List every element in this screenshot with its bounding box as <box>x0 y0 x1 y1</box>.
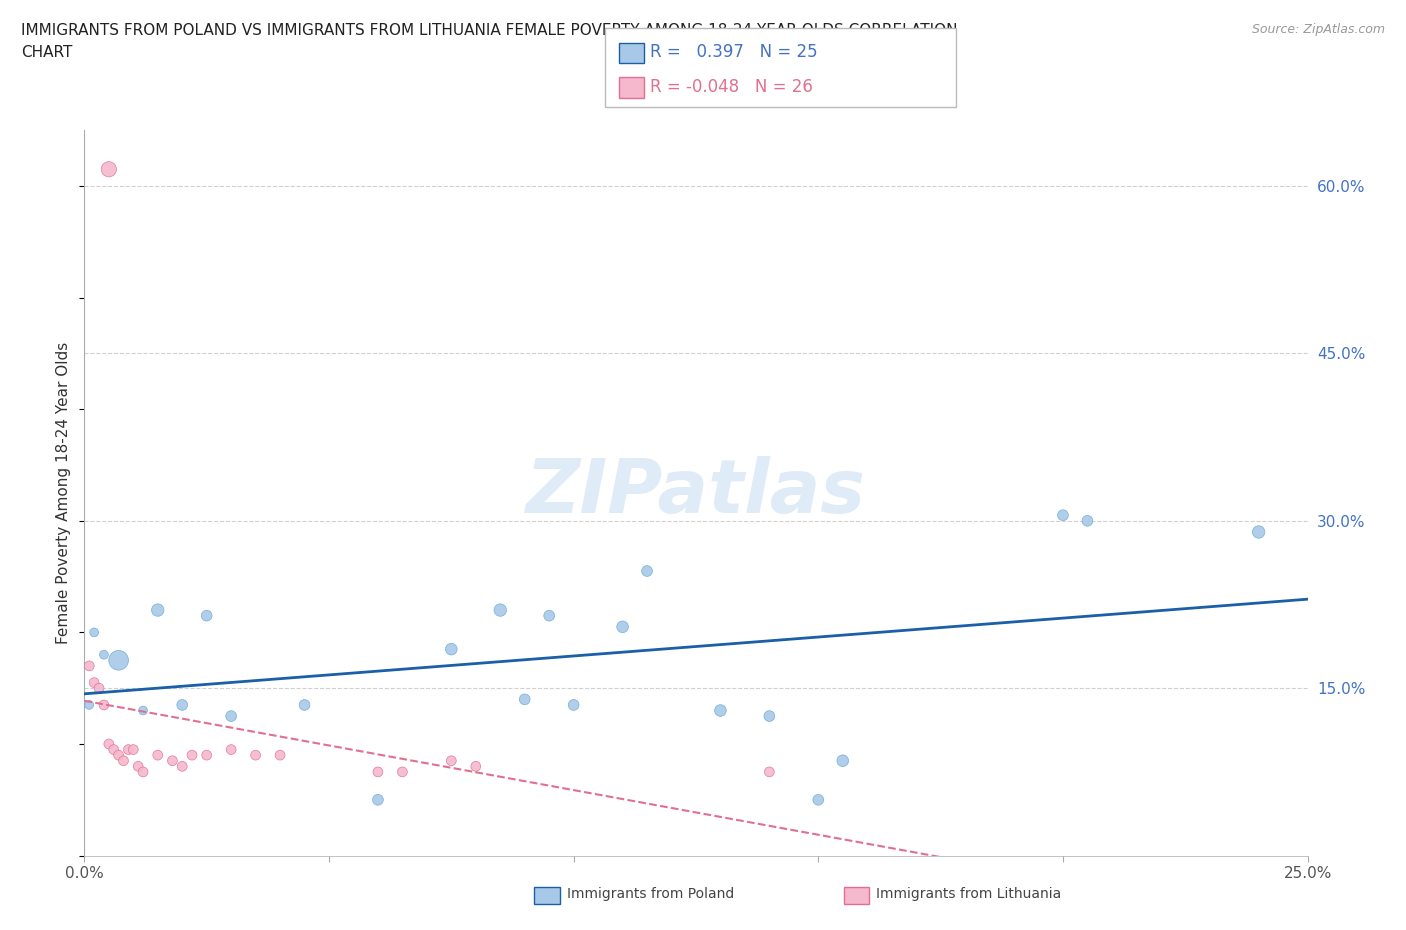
Point <box>294 698 316 712</box>
Point <box>112 753 135 768</box>
Point <box>146 748 169 763</box>
Point <box>391 764 413 779</box>
Point <box>709 703 731 718</box>
Point <box>77 698 100 712</box>
Point <box>440 753 463 768</box>
Point <box>367 764 389 779</box>
Point <box>758 764 780 779</box>
Text: Source: ZipAtlas.com: Source: ZipAtlas.com <box>1251 23 1385 36</box>
Point <box>636 564 658 578</box>
Point <box>1076 513 1098 528</box>
Point <box>538 608 561 623</box>
Point <box>807 792 830 807</box>
Point <box>1052 508 1074 523</box>
Point <box>103 742 125 757</box>
Text: Immigrants from Poland: Immigrants from Poland <box>567 887 734 901</box>
Point <box>219 742 242 757</box>
Point <box>195 748 218 763</box>
Point <box>562 698 585 712</box>
Point <box>195 608 218 623</box>
Point <box>831 753 853 768</box>
Point <box>87 681 110 696</box>
Point <box>83 675 105 690</box>
Point <box>489 603 512 618</box>
Text: R =   0.397   N = 25: R = 0.397 N = 25 <box>650 43 817 60</box>
Point <box>758 709 780 724</box>
Point <box>127 759 149 774</box>
Point <box>162 753 184 768</box>
Point <box>77 658 100 673</box>
Point <box>269 748 291 763</box>
Point <box>97 162 120 177</box>
Text: CHART: CHART <box>21 45 73 60</box>
Point <box>117 742 139 757</box>
Text: ZIPatlas: ZIPatlas <box>526 457 866 529</box>
Point <box>245 748 267 763</box>
Text: Immigrants from Lithuania: Immigrants from Lithuania <box>876 887 1062 901</box>
Point <box>172 698 194 712</box>
Point <box>122 742 145 757</box>
Point <box>107 653 129 668</box>
Point <box>612 619 634 634</box>
Point <box>97 737 120 751</box>
Point <box>172 759 194 774</box>
Point <box>1247 525 1270 539</box>
Text: IMMIGRANTS FROM POLAND VS IMMIGRANTS FROM LITHUANIA FEMALE POVERTY AMONG 18-24 Y: IMMIGRANTS FROM POLAND VS IMMIGRANTS FRO… <box>21 23 957 38</box>
Point <box>83 625 105 640</box>
Point <box>132 703 155 718</box>
Point <box>440 642 463 657</box>
Point <box>107 748 129 763</box>
Y-axis label: Female Poverty Among 18-24 Year Olds: Female Poverty Among 18-24 Year Olds <box>56 342 72 644</box>
Point <box>93 647 115 662</box>
Point <box>219 709 242 724</box>
Text: R = -0.048   N = 26: R = -0.048 N = 26 <box>650 78 813 96</box>
Point <box>464 759 486 774</box>
Point <box>132 764 155 779</box>
Point <box>513 692 536 707</box>
Point <box>93 698 115 712</box>
Point <box>181 748 204 763</box>
Point <box>367 792 389 807</box>
Point <box>146 603 169 618</box>
